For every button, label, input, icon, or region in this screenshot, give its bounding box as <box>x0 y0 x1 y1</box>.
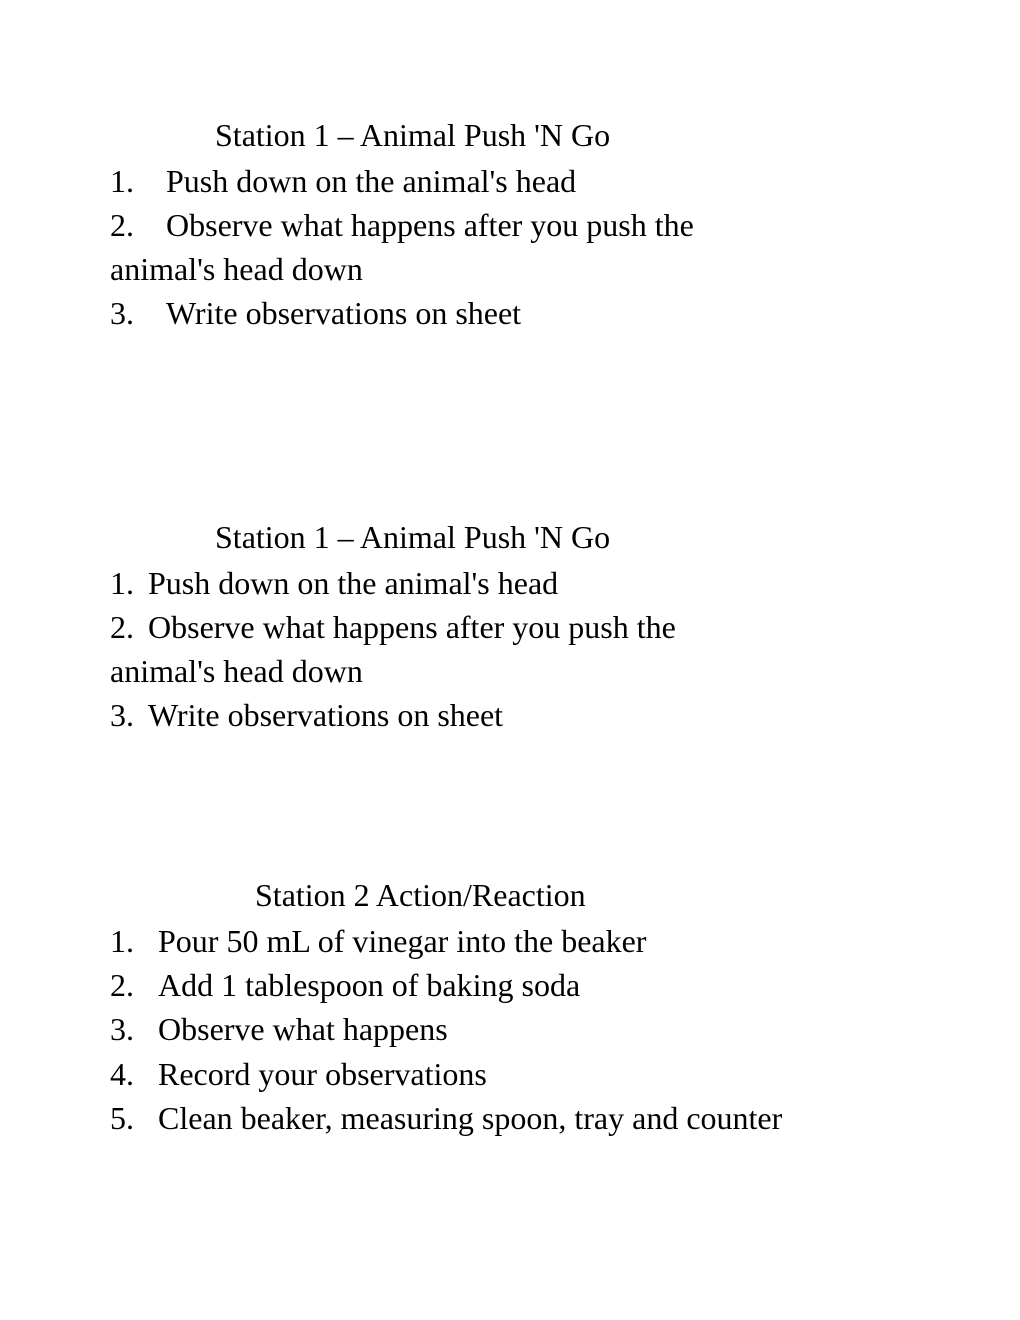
list-text: Observe what happens after you push the <box>166 207 694 243</box>
station-title: Station 1 – Animal Push 'N Go <box>110 115 910 157</box>
list-item: 2.Add 1 tablespoon of baking soda <box>110 963 910 1007</box>
list-item: 3.Write observations on sheet <box>110 291 910 335</box>
list-text: animal's head down <box>110 653 363 689</box>
list-text: animal's head down <box>110 251 363 287</box>
list-text: Write observations on sheet <box>166 295 521 331</box>
spacer <box>110 335 910 517</box>
list-text: Push down on the animal's head <box>166 163 576 199</box>
list-text: Pour 50 mL of vinegar into the beaker <box>158 923 646 959</box>
list-item: 3.Write observations on sheet <box>110 693 910 737</box>
list-item: 1.Push down on the animal's head <box>110 561 910 605</box>
list-text: Write observations on sheet <box>148 697 503 733</box>
station-title: Station 2 Action/Reaction <box>110 875 910 917</box>
list-item: 4.Record your observations <box>110 1052 910 1096</box>
list-item: 1.Pour 50 mL of vinegar into the beaker <box>110 919 910 963</box>
list-text: Push down on the animal's head <box>148 565 558 601</box>
list-item: 5.Clean beaker, measuring spoon, tray an… <box>110 1096 910 1140</box>
list-item-continuation: animal's head down <box>110 247 910 291</box>
list-text: Observe what happens after you push the <box>148 609 676 645</box>
station-1-section-b: Station 1 – Animal Push 'N Go 1.Push dow… <box>110 517 910 737</box>
station-2-section: Station 2 Action/Reaction 1.Pour 50 mL o… <box>110 875 910 1139</box>
list-item: 2.Observe what happens after you push th… <box>110 605 910 649</box>
list-item: 2.Observe what happens after you push th… <box>110 203 910 247</box>
station-title: Station 1 – Animal Push 'N Go <box>110 517 910 559</box>
list-item: 3.Observe what happens <box>110 1007 910 1051</box>
list-text: Add 1 tablespoon of baking soda <box>158 967 580 1003</box>
list-text: Record your observations <box>158 1056 487 1092</box>
list-item-continuation: animal's head down <box>110 649 910 693</box>
spacer <box>110 737 910 875</box>
station-1-section-a: Station 1 – Animal Push 'N Go 1.Push dow… <box>110 115 910 335</box>
list-text: Observe what happens <box>158 1011 448 1047</box>
list-item: 1.Push down on the animal's head <box>110 159 910 203</box>
list-text: Clean beaker, measuring spoon, tray and … <box>158 1100 782 1136</box>
